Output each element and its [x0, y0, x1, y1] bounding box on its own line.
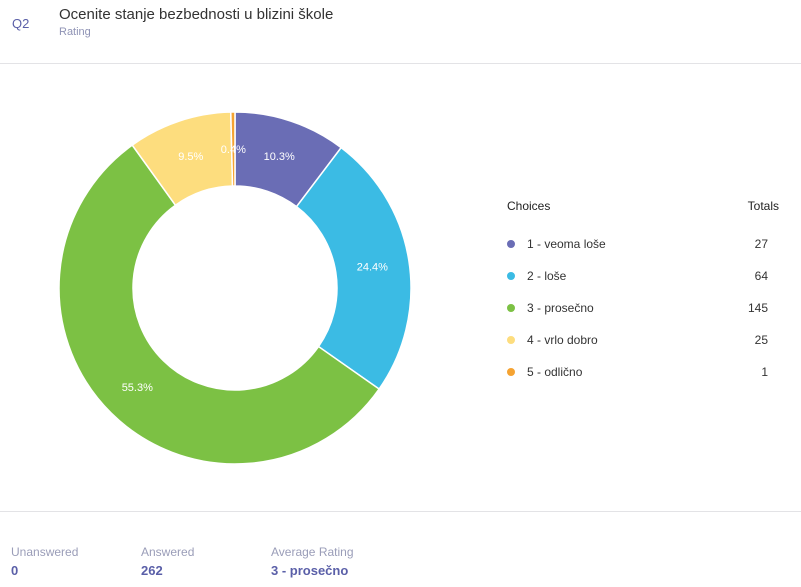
legend-total: 27: [754, 237, 768, 251]
answered-value: 262: [141, 563, 163, 578]
header-divider: [0, 63, 801, 64]
slice-percent-label: 10.3%: [264, 151, 295, 163]
donut-slice-3-prose-no[interactable]: [58, 144, 381, 465]
answered-stat: Answered 262: [141, 545, 194, 578]
legend-label: 3 - prosečno: [527, 301, 594, 315]
legend-label: 1 - veoma loše: [527, 237, 606, 251]
legend-total: 145: [747, 301, 768, 315]
unanswered-label: Unanswered: [11, 545, 79, 559]
legend-total: 64: [754, 269, 768, 283]
legend-label: 2 - loše: [527, 269, 567, 283]
legend-row-3-prose-no[interactable]: 3 - prosečno 145: [507, 294, 787, 326]
average-rating-label: Average Rating: [271, 545, 354, 559]
unanswered-value: 0: [11, 563, 19, 578]
question-number: Q2: [12, 16, 30, 31]
slice-percent-label: 0.4%: [221, 144, 246, 156]
question-type: Rating: [59, 26, 91, 38]
slice-percent-label: 55.3%: [122, 382, 153, 394]
totals-header: Totals: [747, 199, 779, 213]
average-rating-stat: Average Rating 3 - prosečno: [271, 545, 354, 578]
legend-total: 25: [754, 333, 768, 347]
legend-row-4-vrlo-dobro[interactable]: 4 - vrlo dobro 25: [507, 326, 787, 358]
legend-color-dot: [507, 336, 515, 344]
legend-label: 5 - odlično: [527, 365, 583, 379]
slice-percent-label: 24.4%: [357, 261, 388, 273]
question-title: Ocenite stanje bezbednosti u blizini ško…: [59, 6, 334, 23]
legend-rows: 1 - veoma loše 27 2 - loše 64 3 - prosečno 14…: [507, 230, 787, 390]
legend-row-1-veoma-lo-e[interactable]: 1 - veoma loše 27: [507, 230, 787, 262]
answered-label: Answered: [141, 545, 195, 559]
legend-label: 4 - vrlo dobro: [527, 333, 598, 347]
unanswered-stat: Unanswered 0: [11, 545, 78, 578]
slice-percent-label: 9.5%: [178, 151, 203, 163]
legend-color-dot: [507, 240, 515, 248]
legend-total: 1: [761, 365, 768, 379]
legend-color-dot: [507, 368, 515, 376]
donut-chart: 10.3% 24.4% 55.3% 9.5% 0.4%: [58, 111, 412, 465]
legend-row-5-odli-no[interactable]: 5 - odlično 1: [507, 358, 787, 390]
donut-slice-5-odli-no[interactable]: [230, 111, 236, 187]
legend-color-dot: [507, 272, 515, 280]
footer-divider: [0, 511, 801, 512]
donut-slice-2-lo-e[interactable]: [295, 146, 412, 391]
legend-table: Choices Totals 1 - veoma loše 27 2 - loše 6…: [507, 199, 787, 379]
legend-header: Choices Totals: [507, 199, 787, 219]
legend-row-2-lo-e[interactable]: 2 - loše 64: [507, 262, 787, 294]
average-rating-value: 3 - prosečno: [271, 563, 349, 578]
choices-header: Choices: [507, 199, 551, 213]
legend-color-dot: [507, 304, 515, 312]
